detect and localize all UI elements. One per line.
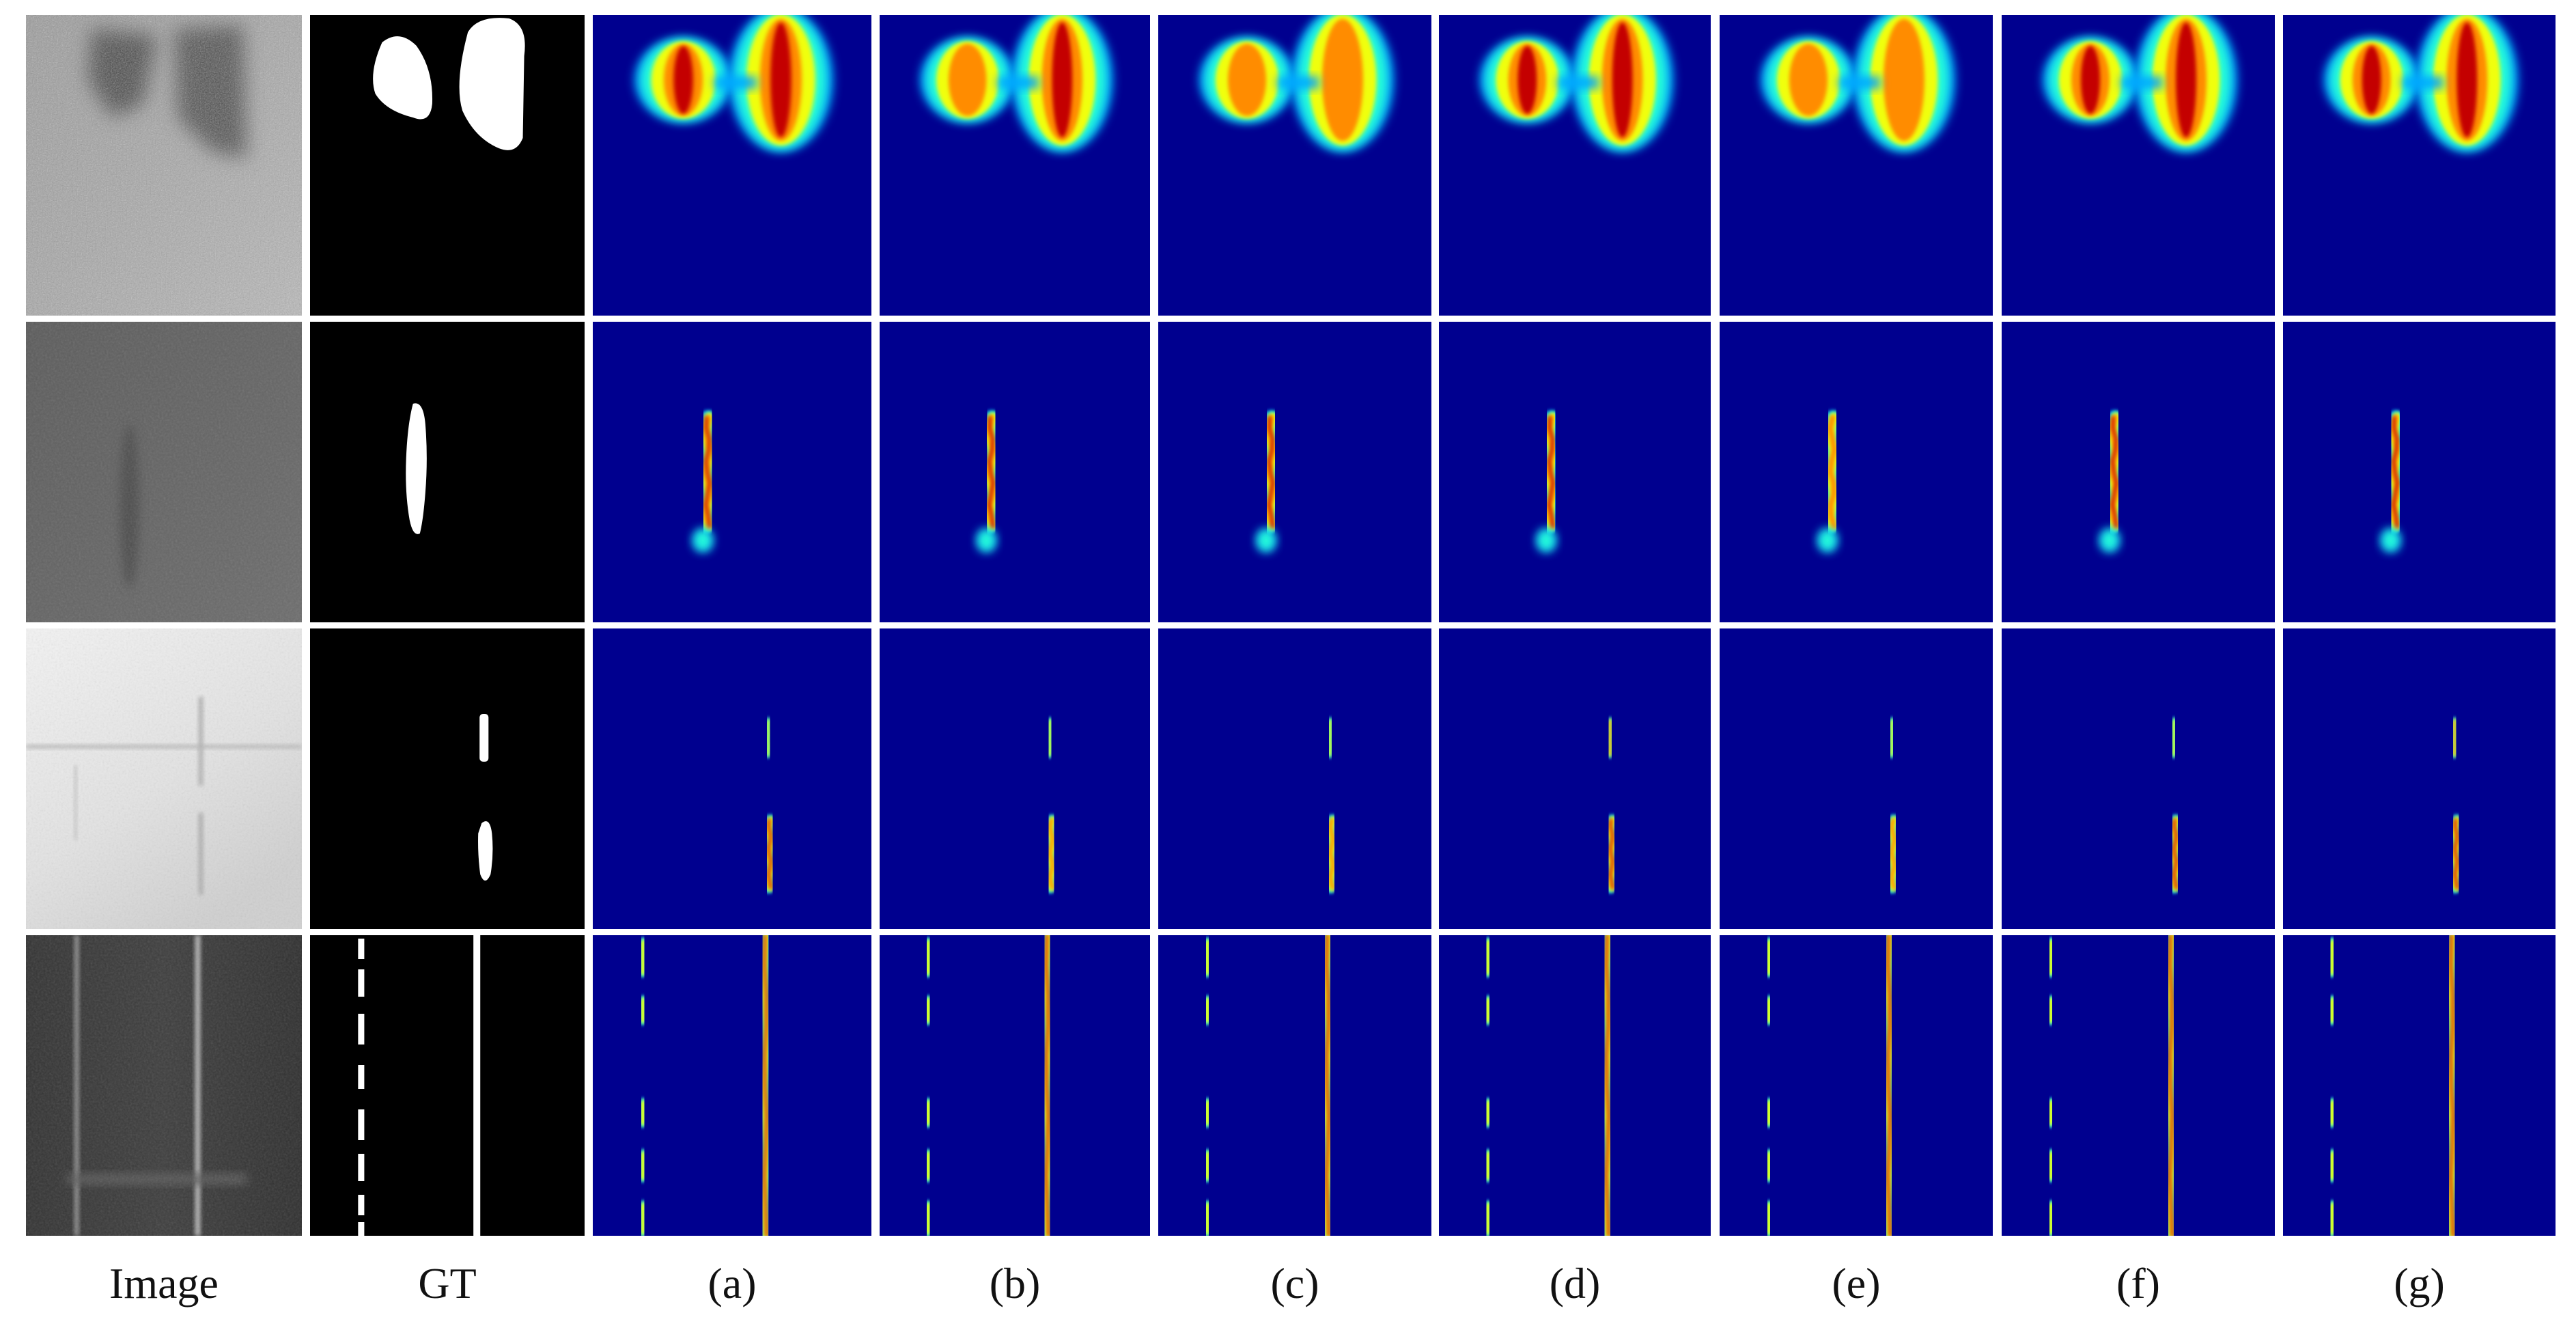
panel-d-row-1-patch-defects	[1439, 15, 1711, 316]
panel-d-row-3-small-streaks	[1439, 628, 1711, 929]
column-labels: Image GT (a) (b) (c) (d) (e) (f) (g)	[109, 1259, 2445, 1308]
column-label-g: (g)	[2394, 1259, 2445, 1308]
panel-e-row-2-single-streak	[1720, 322, 1993, 622]
panel-f-row-3-small-streaks	[2002, 628, 2275, 929]
panel-a-row-2-single-streak	[593, 322, 871, 622]
panel-d-row-4-long-vertical-lines	[1439, 935, 1711, 1236]
panel-image-row-4-long-vertical-lines	[26, 935, 302, 1236]
panel-g-row-2-single-streak	[2283, 322, 2556, 622]
panel-f-row-4-long-vertical-lines	[2002, 935, 2275, 1236]
column-label-e: (e)	[1832, 1259, 1880, 1308]
panel-gt-row-1-patch-defects	[310, 15, 585, 316]
column-label-c: (c)	[1270, 1259, 1319, 1308]
panel-b-row-4-long-vertical-lines	[880, 935, 1150, 1236]
panel-f-row-2-single-streak	[2002, 322, 2275, 622]
panel-g-row-1-patch-defects	[2283, 15, 2556, 316]
panel-a-row-4-long-vertical-lines	[593, 935, 871, 1236]
panel-e-row-1-patch-defects	[1720, 15, 1993, 316]
panel-g-row-3-small-streaks	[2283, 628, 2556, 929]
panel-b-row-3-small-streaks	[880, 628, 1150, 929]
column-label-image: Image	[109, 1259, 219, 1308]
panel-b-row-2-single-streak	[880, 322, 1150, 622]
panel-c-row-3-small-streaks	[1158, 628, 1431, 929]
panel-gt-row-4-long-vertical-lines	[310, 935, 585, 1236]
panel-c-row-4-long-vertical-lines	[1158, 935, 1431, 1236]
panel-a-row-1-patch-defects	[593, 15, 871, 316]
column-label-gt: GT	[418, 1259, 476, 1308]
panel-f-row-1-patch-defects	[2002, 15, 2275, 316]
column-label-d: (d)	[1550, 1259, 1601, 1308]
panels-layer	[26, 15, 2556, 1236]
panel-gt-row-2-single-streak	[310, 322, 585, 622]
panel-e-row-4-long-vertical-lines	[1720, 935, 1993, 1236]
panel-image-row-3-small-streaks	[26, 628, 302, 929]
panel-image-row-1-patch-defects	[26, 15, 302, 316]
panel-gt-row-3-small-streaks	[310, 628, 585, 929]
panel-g-row-4-long-vertical-lines	[2283, 935, 2556, 1236]
column-label-f: (f)	[2116, 1259, 2160, 1308]
panel-d-row-2-single-streak	[1439, 322, 1711, 622]
column-label-a: (a)	[708, 1259, 756, 1308]
panel-c-row-1-patch-defects	[1158, 15, 1431, 316]
panel-c-row-2-single-streak	[1158, 322, 1431, 622]
panel-e-row-3-small-streaks	[1720, 628, 1993, 929]
panel-b-row-1-patch-defects	[880, 15, 1150, 316]
column-label-b: (b)	[990, 1259, 1041, 1308]
panel-a-row-3-small-streaks	[593, 628, 871, 929]
panel-image-row-2-single-streak	[26, 322, 302, 622]
